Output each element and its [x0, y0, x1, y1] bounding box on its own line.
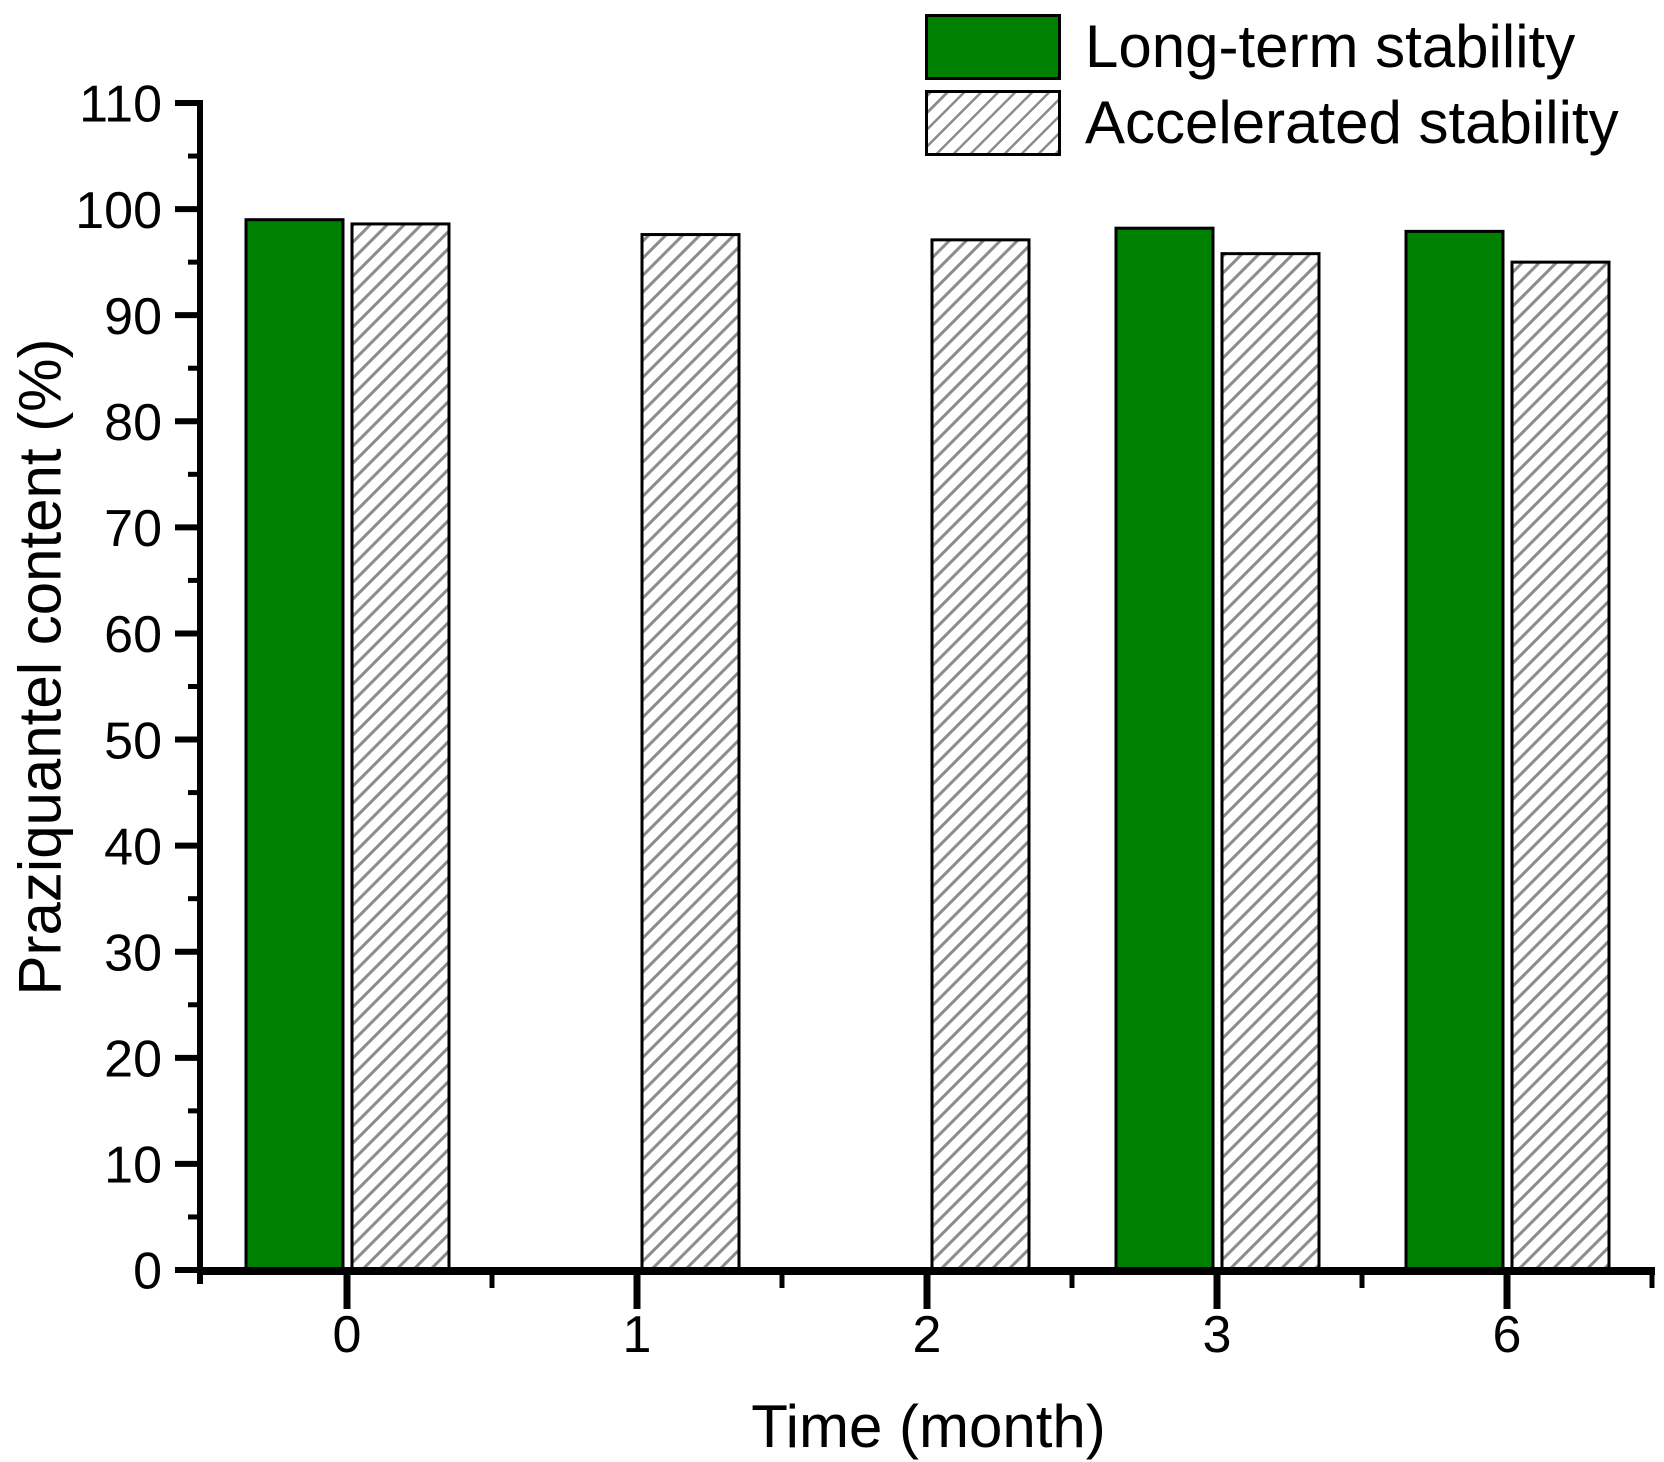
legend-label-accelerated: Accelerated stability [1085, 89, 1619, 156]
y-tick-label-10: 10 [104, 1137, 162, 1195]
y-tick-label-60: 60 [104, 606, 162, 664]
legend-item-long-term: Long-term stability [925, 12, 1619, 81]
x-tick-label-6: 6 [1493, 1306, 1522, 1364]
bar-long-term-month-3 [1114, 226, 1215, 1274]
legend-label-long-term: Long-term stability [1085, 13, 1576, 80]
legend-item-accelerated: Accelerated stability [925, 88, 1619, 157]
bar-accelerated-month-6 [1510, 260, 1611, 1274]
y-axis-title: Praziquantel content (%) [6, 338, 74, 996]
y-tick-label-70: 70 [104, 500, 162, 558]
x-axis-title: Time (month) [751, 1393, 1106, 1460]
y-tick-label-90: 90 [104, 288, 162, 346]
y-tick-label-50: 50 [104, 712, 162, 770]
legend: Long-term stability Accelerated stabilit… [925, 12, 1619, 164]
legend-swatch-accelerated [925, 89, 1061, 156]
bar-accelerated-month-1 [640, 233, 741, 1274]
bar-accelerated-month-2 [930, 238, 1031, 1274]
bar-long-term-month-6 [1404, 229, 1505, 1274]
bar-accelerated-month-3 [1220, 252, 1321, 1274]
x-tick-label-0: 0 [333, 1306, 362, 1364]
legend-swatch-long-term [925, 13, 1061, 80]
y-tick-label-30: 30 [104, 924, 162, 982]
y-tick-label-40: 40 [104, 818, 162, 876]
y-tick-label-110: 110 [79, 76, 162, 134]
y-tick-label-100: 100 [75, 182, 162, 240]
bar-accelerated-month-0 [350, 222, 451, 1274]
y-tick-label-20: 20 [104, 1031, 162, 1089]
x-tick-label-2: 2 [913, 1306, 942, 1364]
x-tick-label-1: 1 [623, 1306, 652, 1364]
y-tick-label-80: 80 [104, 394, 162, 452]
bar-long-term-month-0 [244, 218, 345, 1274]
x-tick-label-3: 3 [1203, 1306, 1232, 1364]
y-tick-label-0: 0 [133, 1243, 162, 1301]
